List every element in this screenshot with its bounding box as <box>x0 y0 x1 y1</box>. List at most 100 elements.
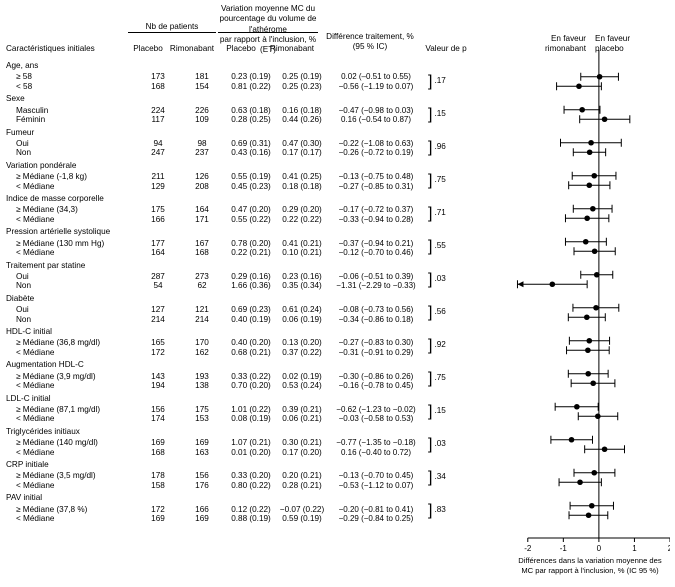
row-label: < Médiane <box>6 414 138 424</box>
val-rimonabant: 0.23 (0.16) <box>276 272 328 282</box>
val-rimonabant: 0.37 (0.22) <box>276 348 328 358</box>
n-placebo: 178 <box>138 471 178 481</box>
n-rimonabant: 237 <box>178 148 226 158</box>
difference: −0.22 (−1.08 to 0.63) <box>328 139 424 149</box>
val-rimonabant: 0.53 (0.24) <box>276 381 328 391</box>
val-placebo: 0.70 (0.20) <box>226 381 276 391</box>
forest-plot-table: Caractéristiques initiales Nb de patient… <box>0 0 675 587</box>
n-placebo: 94 <box>138 139 178 149</box>
subgroup-title: Age, ans <box>6 61 504 71</box>
p-value-text: .34 <box>434 472 445 482</box>
val-rimonabant: 0.59 (0.19) <box>276 514 328 524</box>
row-label: < Médiane <box>6 448 138 458</box>
p-value-text: .15 <box>434 406 445 416</box>
val-rimonabant: 0.47 (0.30) <box>276 139 328 149</box>
difference: −0.16 (−0.78 to 0.45) <box>328 381 424 391</box>
n-rimonabant: 154 <box>178 82 226 92</box>
val-placebo: 0.47 (0.20) <box>226 205 276 215</box>
val-rimonabant: −0.07 (0.22) <box>276 505 328 515</box>
difference: −0.13 (−0.70 to 0.45) <box>328 471 424 481</box>
n-placebo: 172 <box>138 505 178 515</box>
difference: −0.33 (−0.94 to 0.28) <box>328 215 424 225</box>
n-placebo: 129 <box>138 182 178 192</box>
val-placebo: 0.55 (0.22) <box>226 215 276 225</box>
val-placebo: 0.78 (0.20) <box>226 239 276 249</box>
col-n-rimo: Rimonabant <box>168 44 216 54</box>
val-placebo: 0.88 (0.19) <box>226 514 276 524</box>
n-rimonabant: 166 <box>178 505 226 515</box>
val-rimonabant: 0.41 (0.21) <box>276 239 328 249</box>
forest-plot: -2-1012 Différences dans la variation mo… <box>510 20 670 575</box>
n-placebo: 165 <box>138 338 178 348</box>
val-rimonabant: 0.13 (0.20) <box>276 338 328 348</box>
n-rimonabant: 138 <box>178 381 226 391</box>
p-value: ].96 <box>428 138 470 157</box>
val-placebo: 0.63 (0.18) <box>226 106 276 116</box>
val-placebo: 0.23 (0.19) <box>226 72 276 82</box>
val-placebo: 1.07 (0.21) <box>226 438 276 448</box>
row-label: Non <box>6 148 138 158</box>
row-label: ≥ Médiane (-1,8 kg) <box>6 172 138 182</box>
val-rimonabant: 0.22 (0.22) <box>276 215 328 225</box>
difference: −0.20 (−0.81 to 0.41) <box>328 505 424 515</box>
n-rimonabant: 126 <box>178 172 226 182</box>
p-value-text: .75 <box>434 175 445 185</box>
val-rimonabant: 0.44 (0.26) <box>276 115 328 125</box>
n-rimonabant: 163 <box>178 448 226 458</box>
n-rimonabant: 226 <box>178 106 226 116</box>
col-v-placebo: Placebo <box>216 44 266 54</box>
p-value-text: .83 <box>434 505 445 515</box>
subgroup-title: Variation pondérale <box>6 161 504 171</box>
val-rimonabant: 0.16 (0.18) <box>276 106 328 116</box>
n-placebo: 214 <box>138 315 178 325</box>
n-rimonabant: 109 <box>178 115 226 125</box>
n-rimonabant: 175 <box>178 405 226 415</box>
val-placebo: 0.80 (0.22) <box>226 481 276 491</box>
row-label: < Médiane <box>6 481 138 491</box>
val-rimonabant: 0.06 (0.19) <box>276 315 328 325</box>
difference: −0.27 (−0.85 to 0.31) <box>328 182 424 192</box>
val-placebo: 0.28 (0.25) <box>226 115 276 125</box>
col-p: Valeur de p <box>422 44 470 54</box>
val-rimonabant: 0.25 (0.19) <box>276 72 328 82</box>
p-value-text: .75 <box>434 373 445 383</box>
n-rimonabant: 121 <box>178 305 226 315</box>
difference: −0.27 (−0.83 to 0.30) <box>328 338 424 348</box>
val-placebo: 0.45 (0.23) <box>226 182 276 192</box>
val-rimonabant: 0.02 (0.19) <box>276 372 328 382</box>
val-placebo: 0.43 (0.16) <box>226 148 276 158</box>
row-label: < Médiane <box>6 182 138 192</box>
n-placebo: 173 <box>138 72 178 82</box>
val-rimonabant: 0.18 (0.18) <box>276 182 328 192</box>
n-rimonabant: 181 <box>178 72 226 82</box>
n-rimonabant: 170 <box>178 338 226 348</box>
val-rimonabant: 0.39 (0.21) <box>276 405 328 415</box>
difference: −0.47 (−0.98 to 0.03) <box>328 106 424 116</box>
col-diff: Différence traitement, % (95 % IC) <box>322 32 418 53</box>
difference: −0.12 (−0.70 to 0.46) <box>328 248 424 258</box>
row-label: Oui <box>6 272 138 282</box>
val-rimonabant: 0.20 (0.21) <box>276 471 328 481</box>
val-placebo: 0.69 (0.31) <box>226 139 276 149</box>
val-placebo: 0.69 (0.23) <box>226 305 276 315</box>
difference: −0.06 (−0.51 to 0.39) <box>328 272 424 282</box>
p-value-text: .15 <box>434 109 445 119</box>
n-rimonabant: 169 <box>178 514 226 524</box>
row-label: < Médiane <box>6 514 138 524</box>
n-rimonabant: 167 <box>178 239 226 249</box>
val-placebo: 0.08 (0.19) <box>226 414 276 424</box>
val-placebo: 0.40 (0.20) <box>226 338 276 348</box>
val-rimonabant: 0.25 (0.23) <box>276 82 328 92</box>
difference: −0.17 (−0.72 to 0.37) <box>328 205 424 215</box>
row-label: ≥ Médiane (36,8 mg/dl) <box>6 338 138 348</box>
p-value-text: .03 <box>434 274 445 284</box>
difference: −0.53 (−1.12 to 0.07) <box>328 481 424 491</box>
p-value: ].03 <box>428 270 470 289</box>
n-rimonabant: 171 <box>178 215 226 225</box>
n-rimonabant: 193 <box>178 372 226 382</box>
p-value-text: .96 <box>434 142 445 152</box>
val-rimonabant: 0.29 (0.20) <box>276 205 328 215</box>
row-label: ≥ Médiane (130 mm Hg) <box>6 239 138 249</box>
difference: −1.31 (−2.29 to −0.33) <box>328 281 424 291</box>
val-rimonabant: 0.41 (0.25) <box>276 172 328 182</box>
